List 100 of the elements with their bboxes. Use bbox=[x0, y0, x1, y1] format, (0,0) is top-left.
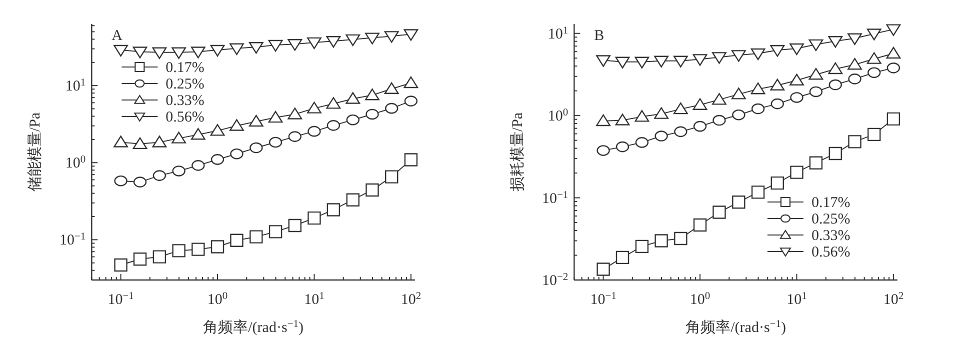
point bbox=[152, 250, 166, 264]
point bbox=[848, 33, 862, 45]
point bbox=[230, 43, 244, 55]
point bbox=[712, 93, 726, 105]
point bbox=[596, 114, 610, 126]
point bbox=[114, 44, 128, 57]
point bbox=[848, 58, 862, 70]
point bbox=[808, 68, 824, 80]
x-tick-label: 10$^{1}$ bbox=[786, 290, 807, 308]
point bbox=[326, 97, 341, 109]
point bbox=[366, 108, 379, 120]
x-tick-label: 10$^{1}$ bbox=[304, 290, 324, 308]
point bbox=[346, 34, 360, 46]
point bbox=[404, 96, 418, 106]
point bbox=[190, 128, 206, 140]
point bbox=[192, 160, 205, 171]
point bbox=[635, 240, 649, 254]
point bbox=[346, 114, 360, 126]
point bbox=[868, 67, 881, 78]
point bbox=[132, 46, 148, 58]
point bbox=[114, 136, 128, 148]
point bbox=[674, 126, 688, 138]
point bbox=[268, 40, 283, 52]
point bbox=[750, 48, 766, 60]
point bbox=[326, 203, 340, 216]
point bbox=[770, 98, 784, 110]
point bbox=[866, 52, 882, 64]
point bbox=[230, 119, 244, 131]
point bbox=[828, 146, 842, 160]
point bbox=[596, 262, 610, 276]
point bbox=[828, 62, 843, 74]
point bbox=[268, 225, 282, 238]
point bbox=[790, 166, 804, 179]
point bbox=[268, 110, 283, 123]
point bbox=[809, 86, 823, 98]
point bbox=[828, 79, 842, 90]
point bbox=[886, 112, 900, 126]
x-tick-label: 10$^{0}$ bbox=[690, 290, 710, 308]
point bbox=[133, 176, 147, 188]
chart-title: B bbox=[594, 28, 604, 44]
point bbox=[790, 92, 804, 103]
x-tick-label: 10$^{−1}$ bbox=[590, 290, 616, 308]
point bbox=[404, 153, 418, 166]
y-axis-title: 损耗模量/Pa bbox=[509, 112, 526, 192]
x-tick-label: 10$^{2}$ bbox=[883, 290, 904, 308]
point bbox=[210, 44, 225, 57]
point bbox=[886, 62, 900, 74]
point bbox=[770, 176, 784, 190]
point bbox=[750, 82, 766, 94]
point bbox=[172, 244, 186, 258]
y-tick-label: 10$^{1}$ bbox=[65, 77, 86, 95]
point bbox=[366, 183, 379, 197]
y-tick-label: 10$^{0}$ bbox=[65, 154, 86, 172]
point bbox=[210, 240, 224, 254]
point bbox=[230, 234, 244, 247]
point bbox=[308, 211, 321, 225]
point bbox=[616, 250, 630, 264]
point bbox=[250, 230, 263, 244]
point bbox=[288, 218, 302, 232]
legend-label: 0.56% bbox=[166, 110, 204, 126]
point bbox=[268, 136, 282, 148]
point bbox=[770, 45, 785, 57]
point bbox=[596, 55, 610, 67]
legend-label: 0.33% bbox=[811, 228, 850, 244]
point bbox=[346, 92, 360, 104]
point bbox=[615, 114, 630, 126]
point bbox=[848, 135, 862, 148]
point bbox=[230, 148, 244, 160]
point bbox=[828, 36, 843, 48]
legend-label: 0.25% bbox=[166, 76, 204, 92]
point bbox=[326, 36, 341, 48]
y-tick-label: 10$^{−1}$ bbox=[60, 231, 86, 249]
point bbox=[654, 56, 669, 68]
point bbox=[250, 142, 263, 154]
x-axis-title: 角频率/(rad·s$^{−1}$) bbox=[203, 318, 304, 336]
point bbox=[848, 74, 862, 84]
point bbox=[596, 145, 610, 156]
point bbox=[248, 114, 264, 127]
y-tick-label: 10$^{1}$ bbox=[548, 24, 568, 42]
point bbox=[790, 43, 804, 56]
point bbox=[868, 128, 881, 142]
point bbox=[886, 46, 901, 59]
point bbox=[712, 206, 726, 219]
point bbox=[365, 32, 380, 44]
point bbox=[152, 136, 167, 148]
point bbox=[731, 88, 746, 100]
x-tick-label: 10$^{0}$ bbox=[207, 290, 228, 308]
y-tick-label: 10$^{−2}$ bbox=[542, 272, 568, 289]
point bbox=[809, 156, 823, 170]
point bbox=[770, 78, 785, 90]
point bbox=[616, 141, 630, 152]
point bbox=[210, 124, 225, 136]
point bbox=[790, 74, 804, 86]
point bbox=[248, 42, 264, 54]
point bbox=[634, 56, 650, 68]
x-tick-label: 10$^{−1}$ bbox=[108, 290, 134, 308]
point bbox=[288, 39, 302, 51]
point bbox=[192, 242, 205, 256]
y-axis-title: 储能模量/Pa bbox=[26, 112, 44, 192]
point bbox=[866, 28, 882, 40]
